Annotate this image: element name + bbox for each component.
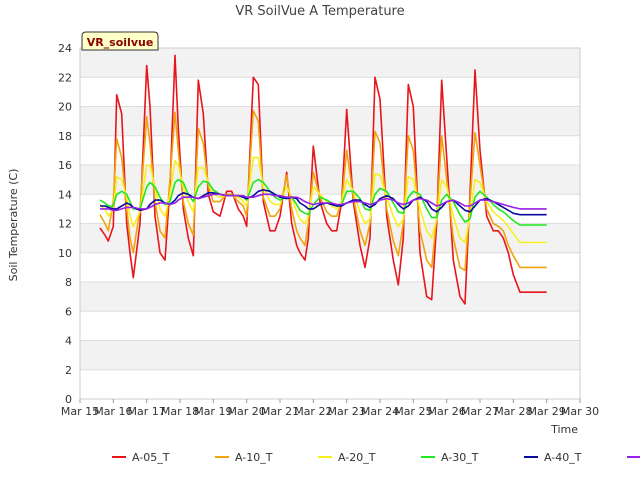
y-tick-label: 10	[58, 247, 72, 260]
station-label: VR_soilvue	[87, 36, 154, 49]
legend-label-a-10-t: A-10_T	[235, 451, 273, 464]
station-label-box: VR_soilvue	[81, 31, 159, 51]
plot-band	[80, 282, 580, 312]
series-line-a-20-t	[99, 156, 547, 244]
y-tick-label: 12	[58, 218, 72, 231]
y-tick-label: 18	[58, 130, 72, 143]
legend-label-a-30-t: A-30_T	[441, 451, 479, 464]
x-tick-label: Mar 28	[494, 405, 532, 418]
x-tick-label: Mar 24	[361, 405, 399, 418]
plot-band	[80, 165, 580, 195]
x-tick-label: Mar 25	[394, 405, 432, 418]
legend-label-a-40-t: A-40_T	[544, 451, 582, 464]
y-tick-label: 2	[65, 364, 72, 377]
y-axis-label: Soil Temperature (C)	[7, 169, 20, 282]
series-line-a-50-t	[100, 193, 547, 212]
x-tick-label: Mar 21	[261, 405, 299, 418]
x-tick-label: Mar 30	[561, 405, 599, 418]
x-tick-label: Mar 18	[161, 405, 199, 418]
y-tick-label: 22	[58, 71, 72, 84]
plot-frame	[79, 47, 581, 400]
y-tick-label: 8	[65, 276, 72, 289]
x-tick-label: Mar 16	[94, 405, 132, 418]
plot-band	[80, 106, 580, 136]
plot-band	[80, 340, 580, 370]
station-label-shape	[81, 31, 159, 51]
legend: A-05_TA-10_TA-20_TA-30_TA-40_TA-50_T	[112, 451, 640, 464]
x-tick-label: Mar 26	[428, 405, 466, 418]
plot-band	[80, 48, 580, 78]
y-tick-label: 0	[65, 393, 72, 406]
plot-bands	[80, 48, 580, 370]
x-tick-label: Mar 20	[228, 405, 266, 418]
y-tick-label: 20	[58, 101, 72, 114]
chart-title: VR SoilVue A Temperature	[235, 4, 404, 19]
legend-label-a-20-t: A-20_T	[338, 451, 376, 464]
series-lines	[99, 54, 547, 305]
legend-label-a-05-t: A-05_T	[132, 451, 170, 464]
x-tick-label: Mar 19	[194, 405, 232, 418]
x-tick-label: Mar 17	[128, 405, 166, 418]
x-tick-label: Mar 22	[294, 405, 332, 418]
y-tick-label: 6	[65, 305, 72, 318]
y-tick-label: 24	[58, 42, 72, 55]
y-tick-label: 14	[58, 188, 72, 201]
y-tick-label: 4	[65, 335, 72, 348]
x-tick-label: Mar 23	[328, 405, 366, 418]
x-axis-label: Time	[550, 423, 578, 436]
y-tick-label: 16	[58, 159, 72, 172]
x-tick-label: Mar 29	[528, 405, 566, 418]
x-tick-label: Mar 15	[61, 405, 99, 418]
x-tick-label: Mar 27	[461, 405, 499, 418]
